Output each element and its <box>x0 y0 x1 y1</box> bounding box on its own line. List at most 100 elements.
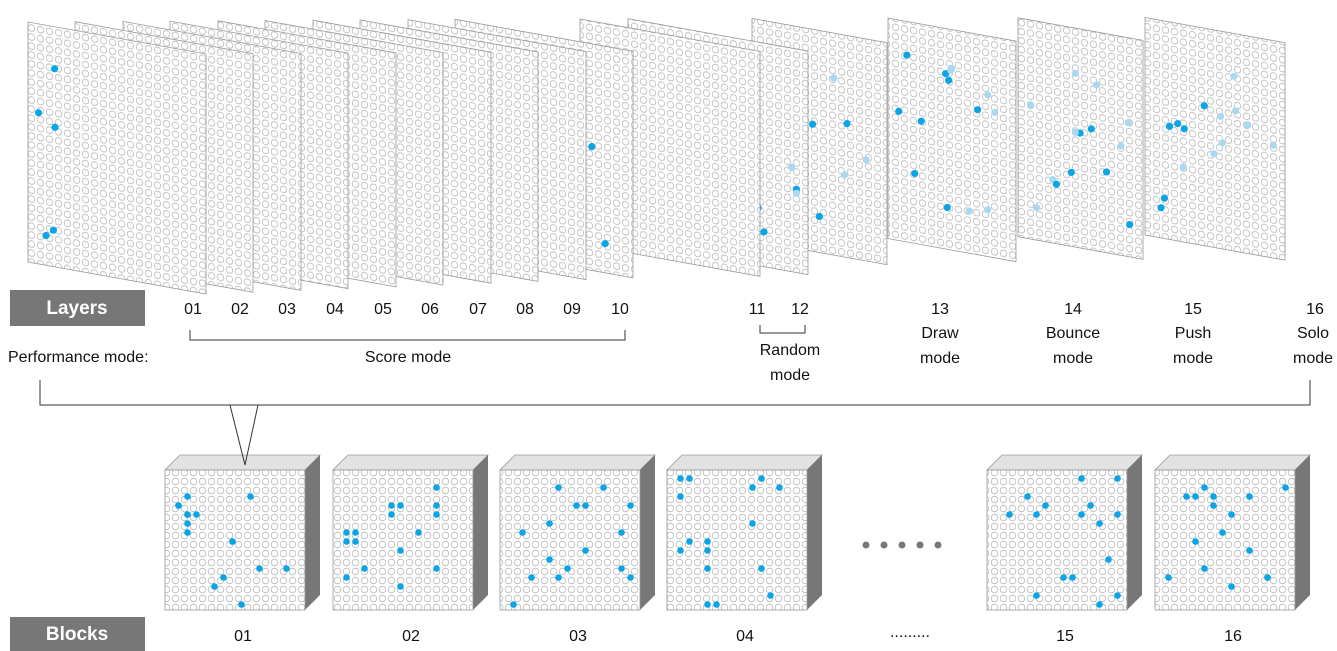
pattern-dot <box>749 484 756 491</box>
pattern-dot <box>1210 150 1218 158</box>
pattern-dot <box>984 91 992 99</box>
mode-label: Draw <box>921 325 959 342</box>
pattern-dot <box>1179 163 1187 171</box>
layer-number: 05 <box>374 301 392 318</box>
pattern-dot <box>49 226 57 234</box>
pattern-dot <box>917 117 925 125</box>
pattern-dot <box>343 538 350 545</box>
pattern-dot <box>1114 511 1121 518</box>
layer-number: 07 <box>469 301 487 318</box>
blocks <box>164 454 1311 611</box>
pattern-dot <box>895 107 903 115</box>
pattern-dot <box>1160 194 1169 202</box>
cube-top <box>666 454 823 471</box>
pattern-dot <box>1067 168 1075 177</box>
pattern-dot <box>352 538 359 545</box>
pattern-dot <box>686 475 693 482</box>
pattern-dot <box>1210 493 1217 500</box>
pattern-dot <box>361 565 368 572</box>
pattern-dot <box>1078 511 1085 518</box>
pattern-dot <box>528 574 535 581</box>
layer-panel <box>887 17 1017 263</box>
pattern-dot <box>582 502 589 509</box>
pattern-dot <box>256 565 263 572</box>
pattern-dot <box>945 76 953 84</box>
pattern-dot <box>903 51 911 59</box>
pattern-dot <box>1060 574 1067 581</box>
pattern-dot <box>415 529 422 536</box>
pattern-dot <box>1232 107 1240 115</box>
pattern-dot <box>546 556 553 563</box>
pattern-dot <box>1157 204 1165 212</box>
pattern-dot <box>1069 574 1076 581</box>
pattern-dot <box>433 502 440 509</box>
pattern-dot <box>1126 220 1134 229</box>
pattern-dot <box>220 574 227 581</box>
pattern-dot <box>1092 81 1101 89</box>
pattern-dot <box>51 65 59 73</box>
pattern-dot <box>618 529 625 536</box>
layer-number: 15 <box>1184 301 1202 318</box>
pattern-dot <box>397 583 404 590</box>
pattern-dot <box>1201 484 1208 491</box>
pattern-dot <box>947 66 955 74</box>
pattern-dot <box>1165 122 1174 130</box>
pattern-dot <box>1210 502 1217 509</box>
pattern-dot <box>582 547 589 554</box>
pattern-dot <box>627 574 634 581</box>
block-number: 03 <box>569 628 587 645</box>
pattern-dot <box>1117 142 1125 150</box>
pattern-dot <box>808 120 817 128</box>
pattern-dot <box>184 511 191 518</box>
pattern-dot <box>1102 168 1111 176</box>
pattern-dot <box>1246 547 1253 554</box>
layer-number: 16 <box>1306 301 1324 318</box>
pattern-dot <box>1219 529 1226 536</box>
pattern-dot <box>229 538 236 545</box>
pattern-dot <box>1244 121 1252 129</box>
pattern-dot <box>1114 475 1121 482</box>
mode-label: Solo <box>1297 325 1329 342</box>
pattern-dot <box>546 520 553 527</box>
layer-number: 09 <box>563 301 581 318</box>
pattern-dot <box>175 502 182 509</box>
layer-number: 13 <box>931 301 949 318</box>
pattern-dot <box>758 475 765 482</box>
block-number: 16 <box>1224 628 1242 645</box>
pattern-dot <box>433 484 440 491</box>
pattern-dot <box>942 70 950 78</box>
block-number: 15 <box>1056 628 1074 645</box>
pattern-dot <box>184 529 191 536</box>
pattern-dot <box>1192 538 1199 545</box>
mode-brackets <box>189 325 806 341</box>
cube-front <box>499 469 641 611</box>
pattern-dot <box>564 565 571 572</box>
pattern-dot <box>965 207 973 215</box>
mode-label: Bounce <box>1046 325 1100 342</box>
pattern-dot <box>211 583 218 590</box>
pattern-dot <box>588 143 596 151</box>
cube-top <box>986 454 1143 471</box>
pattern-dot <box>840 171 849 179</box>
pattern-dot <box>984 206 992 214</box>
cube-top <box>499 454 656 471</box>
pattern-dot <box>1052 180 1060 188</box>
layer-panel <box>1144 17 1286 261</box>
pattern-dot <box>943 203 951 212</box>
pattern-dot <box>42 231 50 240</box>
pattern-dot <box>388 511 395 518</box>
pattern-dot <box>713 601 720 608</box>
pattern-dot <box>1026 101 1035 109</box>
pattern-dot <box>1124 118 1132 127</box>
pattern-dot <box>397 547 404 554</box>
pattern-dot <box>618 565 625 572</box>
pattern-dot <box>601 240 609 248</box>
mode-label: mode <box>1173 350 1213 367</box>
pattern-dot <box>758 565 765 572</box>
pattern-dot <box>704 547 711 554</box>
pattern-dot <box>51 123 59 131</box>
pattern-dot <box>760 228 768 236</box>
layer-number: 06 <box>421 301 439 318</box>
pattern-dot <box>555 574 562 581</box>
layer-number: 02 <box>231 301 249 318</box>
